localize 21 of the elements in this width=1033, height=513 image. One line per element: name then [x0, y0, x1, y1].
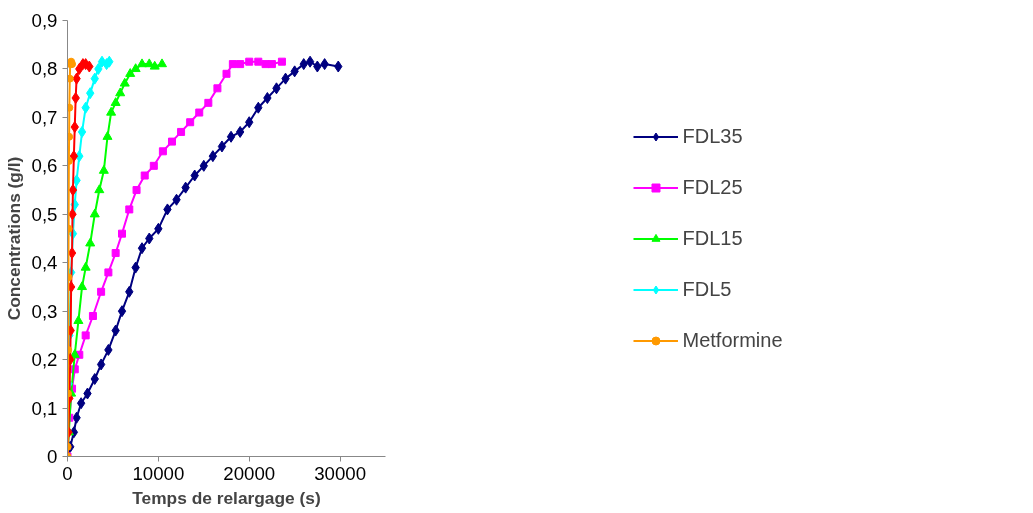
legend-label: FDL15 — [682, 226, 743, 250]
legend-label: Metformine — [682, 328, 783, 352]
y-tick-label: 0,8 — [31, 58, 58, 80]
y-tick-label: 0,2 — [31, 349, 58, 371]
y-axis-title: Concentrations (g/l) — [3, 156, 24, 321]
y-tick-label: 0,3 — [31, 300, 58, 322]
y-tick-label: 0,9 — [31, 10, 58, 31]
legend-label: FDL35 — [682, 124, 743, 148]
y-tick-label: 0,1 — [31, 397, 58, 419]
x-tick-label: 10000 — [132, 462, 185, 484]
legend-label: FDL5 — [682, 277, 732, 301]
x-tick-label: 0 — [62, 462, 73, 484]
x-tick-label: 30000 — [314, 462, 367, 484]
legend-label: FDL25 — [682, 175, 743, 199]
y-tick-label: 0,7 — [31, 106, 58, 128]
x-axis-title: Temps de relargage (s) — [132, 487, 321, 508]
y-tick-label: 0,4 — [31, 252, 58, 274]
x-tick-label: 20000 — [223, 462, 276, 484]
y-tick-label: 0,5 — [31, 203, 58, 225]
y-tick-label: 0,6 — [31, 155, 58, 177]
y-tick-label: 0 — [47, 446, 58, 467]
